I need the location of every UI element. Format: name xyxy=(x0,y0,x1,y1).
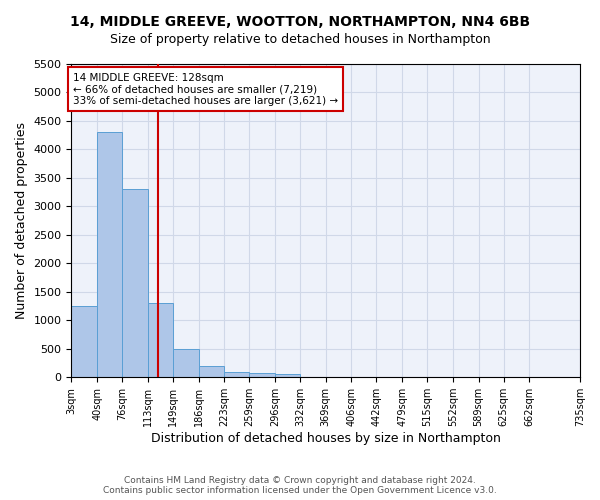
Text: Contains HM Land Registry data © Crown copyright and database right 2024.
Contai: Contains HM Land Registry data © Crown c… xyxy=(103,476,497,495)
Bar xyxy=(148,303,173,377)
Bar xyxy=(71,306,97,377)
Bar xyxy=(122,190,148,377)
Bar xyxy=(97,132,122,377)
Text: Size of property relative to detached houses in Northampton: Size of property relative to detached ho… xyxy=(110,32,490,46)
Bar xyxy=(199,366,224,377)
Bar xyxy=(249,373,275,377)
Y-axis label: Number of detached properties: Number of detached properties xyxy=(15,122,28,319)
Text: 14 MIDDLE GREEVE: 128sqm
← 66% of detached houses are smaller (7,219)
33% of sem: 14 MIDDLE GREEVE: 128sqm ← 66% of detach… xyxy=(73,72,338,106)
Bar xyxy=(224,372,249,377)
Text: 14, MIDDLE GREEVE, WOOTTON, NORTHAMPTON, NN4 6BB: 14, MIDDLE GREEVE, WOOTTON, NORTHAMPTON,… xyxy=(70,15,530,29)
Bar xyxy=(173,348,199,377)
Bar xyxy=(275,374,300,377)
X-axis label: Distribution of detached houses by size in Northampton: Distribution of detached houses by size … xyxy=(151,432,500,445)
